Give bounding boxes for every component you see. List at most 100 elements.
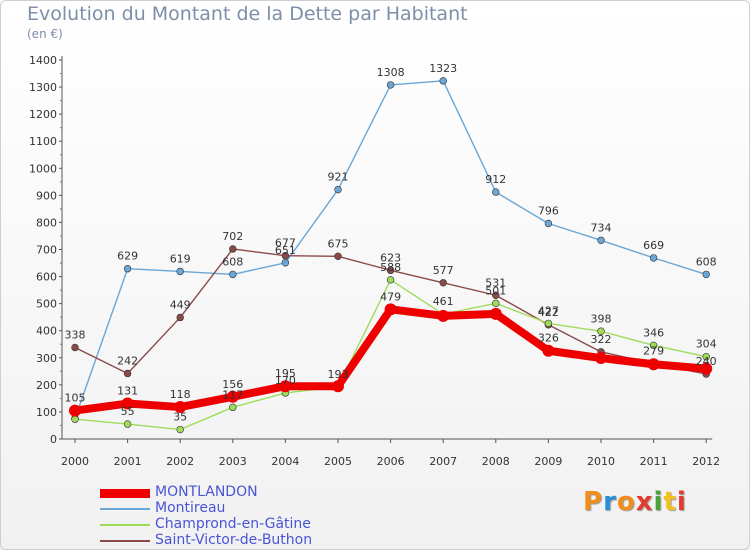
data-point (176, 267, 184, 276)
data-point (544, 219, 553, 228)
data-point (597, 236, 605, 244)
data-point (597, 327, 605, 335)
data-label: 338 (65, 328, 86, 341)
y-tick-label: 700 (36, 244, 57, 257)
data-point (437, 309, 450, 322)
x-tick-label: 2010 (587, 455, 615, 468)
y-tick-label: 300 (36, 352, 57, 365)
data-label: 1323 (429, 62, 457, 75)
data-point (492, 188, 500, 196)
logo-letter: x (635, 487, 654, 517)
data-label: 912 (485, 173, 506, 186)
legend-swatch (100, 540, 150, 542)
y-tick-label: 400 (36, 325, 57, 338)
data-point (279, 380, 292, 393)
y-tick-label: 600 (36, 271, 57, 284)
legend-swatch (100, 488, 150, 498)
chart-subtitle: (en €) (27, 27, 63, 41)
data-label: 449 (170, 298, 191, 311)
data-label: 346 (643, 326, 664, 339)
data-label: 156 (222, 378, 243, 391)
x-tick-label: 2007 (429, 455, 457, 468)
data-point (700, 362, 713, 375)
data-label: 702 (222, 230, 243, 243)
legend-label: Montireau (155, 500, 226, 516)
data-label: 422 (538, 306, 559, 319)
data-label: 479 (380, 290, 401, 303)
data-label: 675 (328, 237, 349, 250)
data-point (386, 81, 395, 89)
y-tick-label: 1100 (29, 135, 57, 148)
data-point (229, 270, 237, 279)
data-point (647, 358, 660, 371)
data-point (649, 254, 658, 262)
proxiti-logo: Proxiti (583, 487, 687, 517)
data-label: 117 (222, 388, 243, 401)
data-label: 131 (117, 385, 138, 398)
data-point (121, 397, 134, 410)
x-tick-label: 2000 (61, 455, 89, 468)
data-point (226, 390, 239, 403)
series-line-1 (74, 80, 707, 420)
data-point (649, 341, 658, 350)
data-label: 304 (696, 338, 717, 351)
logo-letter: o (616, 487, 636, 517)
data-label: 796 (538, 205, 559, 218)
data-point (334, 185, 342, 194)
data-label: 734 (591, 221, 612, 234)
x-tick-label: 2002 (166, 455, 194, 468)
data-label: 427 (538, 304, 559, 317)
data-point (174, 401, 187, 414)
chart-title: Evolution du Montant de la Dette par Hab… (27, 3, 468, 25)
legend-label: Champrond-en-Gâtine (155, 516, 311, 532)
data-label: 35 (173, 411, 187, 424)
y-tick-label: 1200 (29, 108, 57, 121)
data-point (542, 344, 555, 357)
x-tick-label: 2009 (534, 455, 562, 468)
data-label: 55 (121, 405, 135, 418)
data-label: 242 (117, 354, 138, 367)
data-label: 677 (275, 237, 296, 250)
y-tick-label: 200 (36, 379, 57, 392)
y-tick-label: 100 (36, 406, 57, 419)
data-label: 531 (485, 276, 506, 289)
data-point (702, 353, 710, 361)
data-point (386, 266, 395, 275)
data-label: 921 (328, 171, 349, 184)
data-label: 619 (170, 252, 191, 265)
logo-letter: i (653, 487, 664, 517)
data-point (281, 252, 290, 260)
data-label: 118 (170, 388, 191, 401)
data-point (384, 303, 397, 316)
data-point (489, 307, 502, 320)
data-label: 669 (643, 239, 664, 252)
data-point (595, 352, 607, 365)
data-point (332, 380, 344, 393)
y-tick-label: 1000 (29, 162, 57, 175)
data-point (123, 420, 132, 428)
data-point (229, 403, 237, 412)
data-point (439, 279, 447, 287)
data-point (71, 343, 79, 352)
data-label: 501 (485, 284, 506, 297)
data-label: 629 (117, 250, 138, 263)
data-point (492, 299, 500, 308)
legend-swatch (100, 524, 150, 526)
y-tick-label: 1300 (29, 81, 57, 94)
logo-letter: P (583, 487, 604, 517)
data-point (229, 245, 237, 253)
data-label: 170 (275, 374, 296, 387)
y-tick-label: 800 (36, 216, 57, 229)
x-tick-label: 2006 (377, 455, 405, 468)
data-point (492, 291, 500, 299)
data-label: 193 (328, 368, 349, 381)
x-tick-label: 2005 (324, 455, 352, 468)
logo-letter: r (603, 487, 617, 517)
x-tick-label: 2003 (219, 455, 247, 468)
data-point (176, 313, 184, 322)
y-tick-label: 900 (36, 189, 57, 202)
data-label: 322 (591, 333, 612, 346)
data-label: 279 (643, 344, 664, 357)
x-tick-label: 2004 (271, 455, 299, 468)
